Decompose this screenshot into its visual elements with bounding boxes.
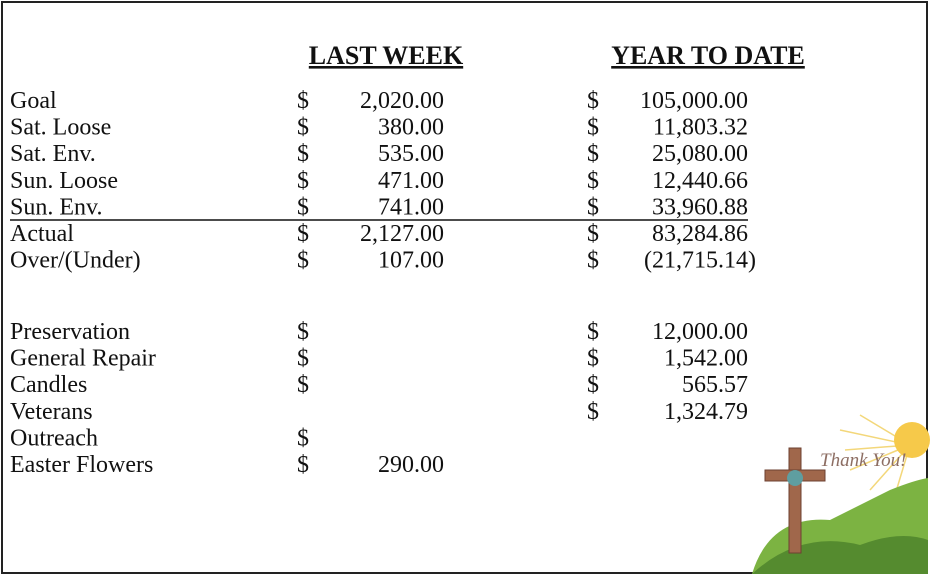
ytd-amount: 33,960.88 (652, 194, 748, 220)
last-week-amount: 741.00 (378, 194, 444, 220)
last-week-currency: $ (297, 452, 309, 478)
cross-vertical (788, 447, 802, 554)
last-week-amount: 535.00 (378, 141, 444, 167)
last-week-currency: $ (297, 88, 309, 114)
last-week-currency: $ (297, 346, 309, 372)
row-label: Preservation (10, 319, 130, 345)
ytd-amount: 105,000.00 (640, 88, 748, 114)
last-week-currency: $ (297, 115, 309, 141)
last-week-currency: $ (297, 168, 309, 194)
thank-you-graphic: Thank You! (752, 414, 930, 574)
last-week-amount: 380.00 (378, 115, 444, 141)
header-year-to-date: YEAR TO DATE (611, 41, 805, 70)
last-week-amount: 2,020.00 (360, 88, 444, 114)
ytd-currency: $ (587, 346, 599, 372)
ytd-amount: 1,324.79 (664, 399, 748, 425)
ytd-currency: $ (587, 168, 599, 194)
ytd-currency: $ (587, 115, 599, 141)
last-week-amount: 2,127.00 (360, 221, 444, 247)
sun (894, 422, 930, 458)
row-label: Sat. Env. (10, 141, 96, 167)
last-week-currency: $ (297, 141, 309, 167)
row-label: Candles (10, 372, 87, 398)
ytd-amount: 12,000.00 (652, 319, 748, 345)
ytd-amount: 565.57 (682, 372, 748, 398)
header-last-week: LAST WEEK (309, 41, 464, 70)
row-label: Sun. Loose (10, 168, 118, 194)
ytd-amount: 11,803.32 (653, 115, 748, 141)
ytd-amount: 1,542.00 (664, 346, 748, 372)
ytd-amount: 25,080.00 (652, 141, 748, 167)
last-week-currency: $ (297, 372, 309, 398)
ytd-currency: $ (587, 248, 599, 274)
row-label: Easter Flowers (10, 452, 153, 478)
ytd-amount: 83,284.86 (652, 221, 748, 247)
row-label: Sat. Loose (10, 115, 111, 141)
ytd-amount: 12,440.66 (652, 168, 748, 194)
ytd-currency: $ (587, 88, 599, 114)
ytd-currency: $ (587, 319, 599, 345)
ytd-amount: (21,715.14) (644, 248, 756, 274)
last-week-amount: 290.00 (378, 452, 444, 478)
flowers (787, 470, 803, 486)
last-week-currency: $ (297, 425, 309, 451)
row-label: Actual (10, 221, 74, 247)
row-label: Over/(Under) (10, 248, 141, 274)
last-week-currency: $ (297, 194, 309, 220)
last-week-currency: $ (297, 221, 309, 247)
row-label: Outreach (10, 425, 98, 451)
row-label: Goal (10, 88, 57, 114)
ytd-currency: $ (587, 399, 599, 425)
thank-you-text: Thank You! (820, 450, 906, 471)
row-label: Sun. Env. (10, 194, 102, 220)
ytd-currency: $ (587, 221, 599, 247)
ytd-currency: $ (587, 194, 599, 220)
ytd-currency: $ (587, 372, 599, 398)
ytd-currency: $ (587, 141, 599, 167)
row-label: Veterans (10, 399, 93, 425)
last-week-amount: 107.00 (378, 248, 444, 274)
hill-front (752, 536, 928, 574)
last-week-currency: $ (297, 248, 309, 274)
row-label: General Repair (10, 346, 156, 372)
last-week-currency: $ (297, 319, 309, 345)
last-week-amount: 471.00 (378, 168, 444, 194)
